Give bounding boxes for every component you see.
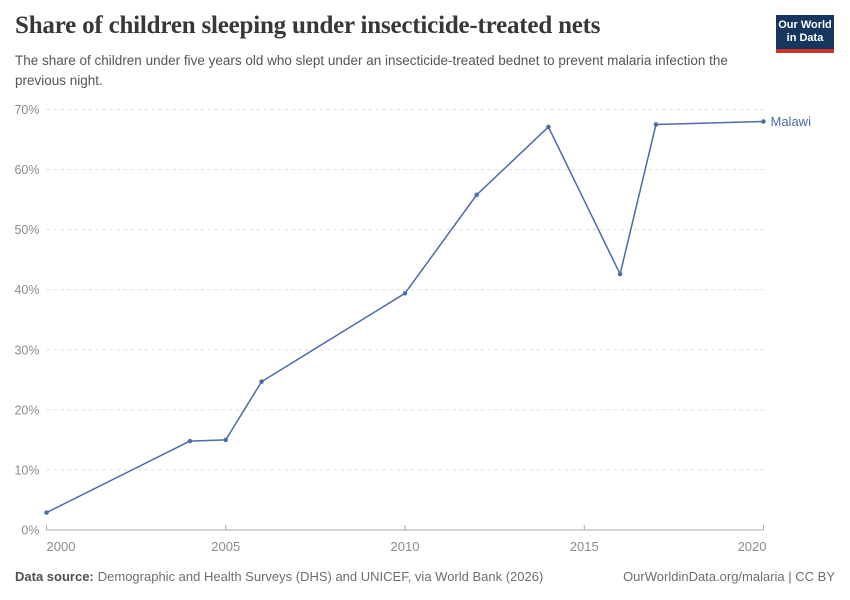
y-axis-tick-label: 0% xyxy=(21,524,39,538)
data-source-text: Demographic and Health Surveys (DHS) and… xyxy=(97,569,544,584)
data-point[interactable] xyxy=(617,271,623,277)
data-point[interactable] xyxy=(259,379,264,384)
data-point[interactable] xyxy=(187,438,193,444)
y-axis-tick-label: 30% xyxy=(14,343,39,357)
owid-logo-line1: Our World xyxy=(778,18,832,31)
data-source-label: Data source: xyxy=(15,569,94,584)
data-point[interactable] xyxy=(546,124,551,130)
attribution-link[interactable]: OurWorldinData.org/malaria | CC BY xyxy=(623,569,835,584)
data-line-malawi[interactable] xyxy=(46,120,764,514)
y-axis-tick-label: 50% xyxy=(14,223,39,237)
y-axis-tick-label: 60% xyxy=(14,163,39,177)
x-axis-tick-label: 2020 xyxy=(738,539,767,554)
data-source-note: Data source: Demographic and Health Surve… xyxy=(15,569,543,584)
y-axis-tick-label: 40% xyxy=(14,283,39,297)
data-point[interactable] xyxy=(402,291,408,296)
y-axis-tick-label: 70% xyxy=(14,103,39,117)
y-axis-tick-label: 10% xyxy=(14,463,39,477)
series-label[interactable]: Malawi xyxy=(771,114,812,129)
data-point[interactable] xyxy=(474,192,479,198)
owid-logo-line2: in Data xyxy=(786,32,824,44)
chart-subtitle: The share of children under five years o… xyxy=(15,53,728,88)
x-axis-tick-label: 2005 xyxy=(211,539,240,554)
x-axis-tick-label: 2000 xyxy=(47,539,76,554)
data-point[interactable] xyxy=(761,119,766,124)
data-point[interactable] xyxy=(653,122,659,127)
data-point[interactable] xyxy=(44,510,49,515)
chart-footer: Data source: Demographic and Health Surve… xyxy=(15,569,835,584)
owid-logo[interactable]: Our World in Data xyxy=(776,15,834,53)
chart-title: Share of children sleeping under insecti… xyxy=(15,12,601,39)
x-axis-tick-label: 2015 xyxy=(570,539,599,554)
x-axis-tick-label: 2010 xyxy=(391,539,420,554)
data-point[interactable] xyxy=(223,437,229,443)
y-axis-tick-label: 20% xyxy=(14,403,39,417)
